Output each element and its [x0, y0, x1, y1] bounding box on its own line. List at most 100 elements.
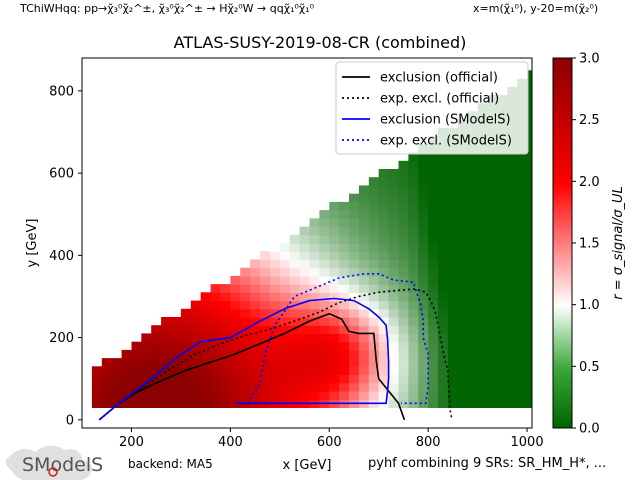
heatmap-cell [151, 325, 162, 334]
heatmap-cell [329, 201, 340, 211]
x-axis: 200 400 600 800 1000 [119, 428, 544, 450]
heatmap-cell [131, 349, 142, 359]
heatmap-cell [418, 317, 429, 326]
heatmap-cell [368, 234, 380, 244]
heatmap-cell [428, 267, 439, 277]
heatmap-cell [477, 243, 489, 252]
heatmap-cell [299, 349, 311, 359]
heatmap-cell [289, 341, 301, 351]
heatmap-cell [447, 169, 459, 178]
heatmap-cell [457, 193, 469, 203]
heatmap-cell [517, 382, 528, 392]
heatmap-cell [507, 382, 518, 392]
heatmap-cell [517, 267, 528, 277]
heatmap-cell [329, 317, 340, 326]
heatmap-cell [319, 366, 330, 376]
heatmap-cell [299, 226, 311, 236]
heatmap-cell [527, 325, 532, 334]
heatmap-cell [467, 292, 479, 302]
heatmap-cell [418, 226, 429, 236]
heatmap-cell [428, 218, 439, 228]
plot-frame [81, 57, 533, 429]
heatmap-cell [358, 333, 370, 343]
heatmap-cell [457, 160, 469, 170]
heatmap-cell [358, 218, 370, 228]
heatmap-cell [299, 259, 311, 269]
series-line-0 [98, 312, 406, 421]
heatmap-cell [517, 366, 528, 376]
heatmap-cell [447, 382, 459, 392]
heatmap-cell [467, 243, 479, 252]
heatmap-cell [329, 218, 340, 228]
heatmap-cell [378, 243, 390, 252]
heatmap-cell [260, 358, 271, 367]
heatmap-cell [527, 160, 532, 170]
heatmap-cell [447, 152, 459, 162]
heatmap-cell [408, 152, 419, 162]
heatmap-cell [497, 201, 508, 211]
heatmap-cell [408, 169, 419, 178]
heatmap-cell [180, 308, 192, 318]
heatmap-cell [477, 349, 489, 359]
heatmap-cell [497, 243, 508, 252]
heatmap-cell [497, 399, 508, 408]
heatmap-cell [378, 366, 390, 376]
heatmap-cell [487, 399, 498, 408]
heatmap-cell [91, 366, 103, 376]
heatmap-cell [517, 292, 528, 302]
heatmap-cell [378, 317, 390, 326]
heatmap-cell [121, 374, 133, 384]
heatmap-cell [438, 160, 449, 170]
heatmap-cell [269, 292, 281, 302]
heatmap-cell [250, 317, 261, 326]
heatmap-cell [101, 391, 113, 400]
heatmap-cell [438, 300, 449, 310]
heatmap-cell [349, 284, 360, 293]
heatmap-cell [477, 366, 489, 376]
heatmap-cell [428, 201, 439, 211]
heatmap-cell [517, 275, 528, 285]
heatmap-cell [398, 275, 409, 285]
heatmap-cell [358, 300, 370, 310]
heatmap-cell [388, 185, 400, 195]
heatmap-cell [319, 251, 330, 260]
heatmap-cell [428, 325, 439, 334]
heatmap-cell [457, 177, 469, 186]
heatmap-cell [428, 366, 439, 376]
heatmap-cell [210, 300, 222, 310]
heatmap-cell [398, 177, 409, 186]
heatmap-cell [358, 234, 370, 244]
heatmap-cell [220, 382, 231, 392]
heatmap-cell [487, 292, 498, 302]
heatmap-cell [477, 169, 489, 178]
heatmap-cell [358, 193, 370, 203]
heatmap-cell [269, 300, 281, 310]
heatmap-cell [527, 308, 532, 318]
heatmap-cell [260, 300, 271, 310]
heatmap-cell [279, 259, 291, 269]
heatmap-cell [507, 267, 518, 277]
heatmap-cell [418, 259, 429, 269]
heatmap-cell [339, 210, 350, 219]
heatmap-cell [220, 366, 231, 376]
heatmap-cell [497, 349, 508, 359]
heatmap-cell [171, 317, 182, 326]
x-tick-label: 200 [119, 435, 144, 450]
y-tick-label: 400 [49, 249, 74, 264]
colorbar-tick-label: 3.0 [579, 52, 600, 67]
heatmap-cell [487, 226, 498, 236]
heatmap-cell [260, 292, 271, 302]
heatmap-cell [378, 169, 390, 178]
heatmap-cell [299, 382, 311, 392]
heatmap-cell [477, 300, 489, 310]
heatmap-cell [329, 349, 340, 359]
heatmap-cell [111, 382, 123, 392]
heatmap-cell [309, 243, 320, 252]
legend-label: exp. excl. (SModelS) [380, 134, 512, 149]
heatmap-cell [200, 292, 212, 302]
heatmap-cell [418, 251, 429, 260]
heatmap-cell [467, 226, 479, 236]
heatmap-cell [171, 374, 182, 384]
heatmap-cell [190, 366, 202, 376]
heatmap-cell [358, 341, 370, 351]
